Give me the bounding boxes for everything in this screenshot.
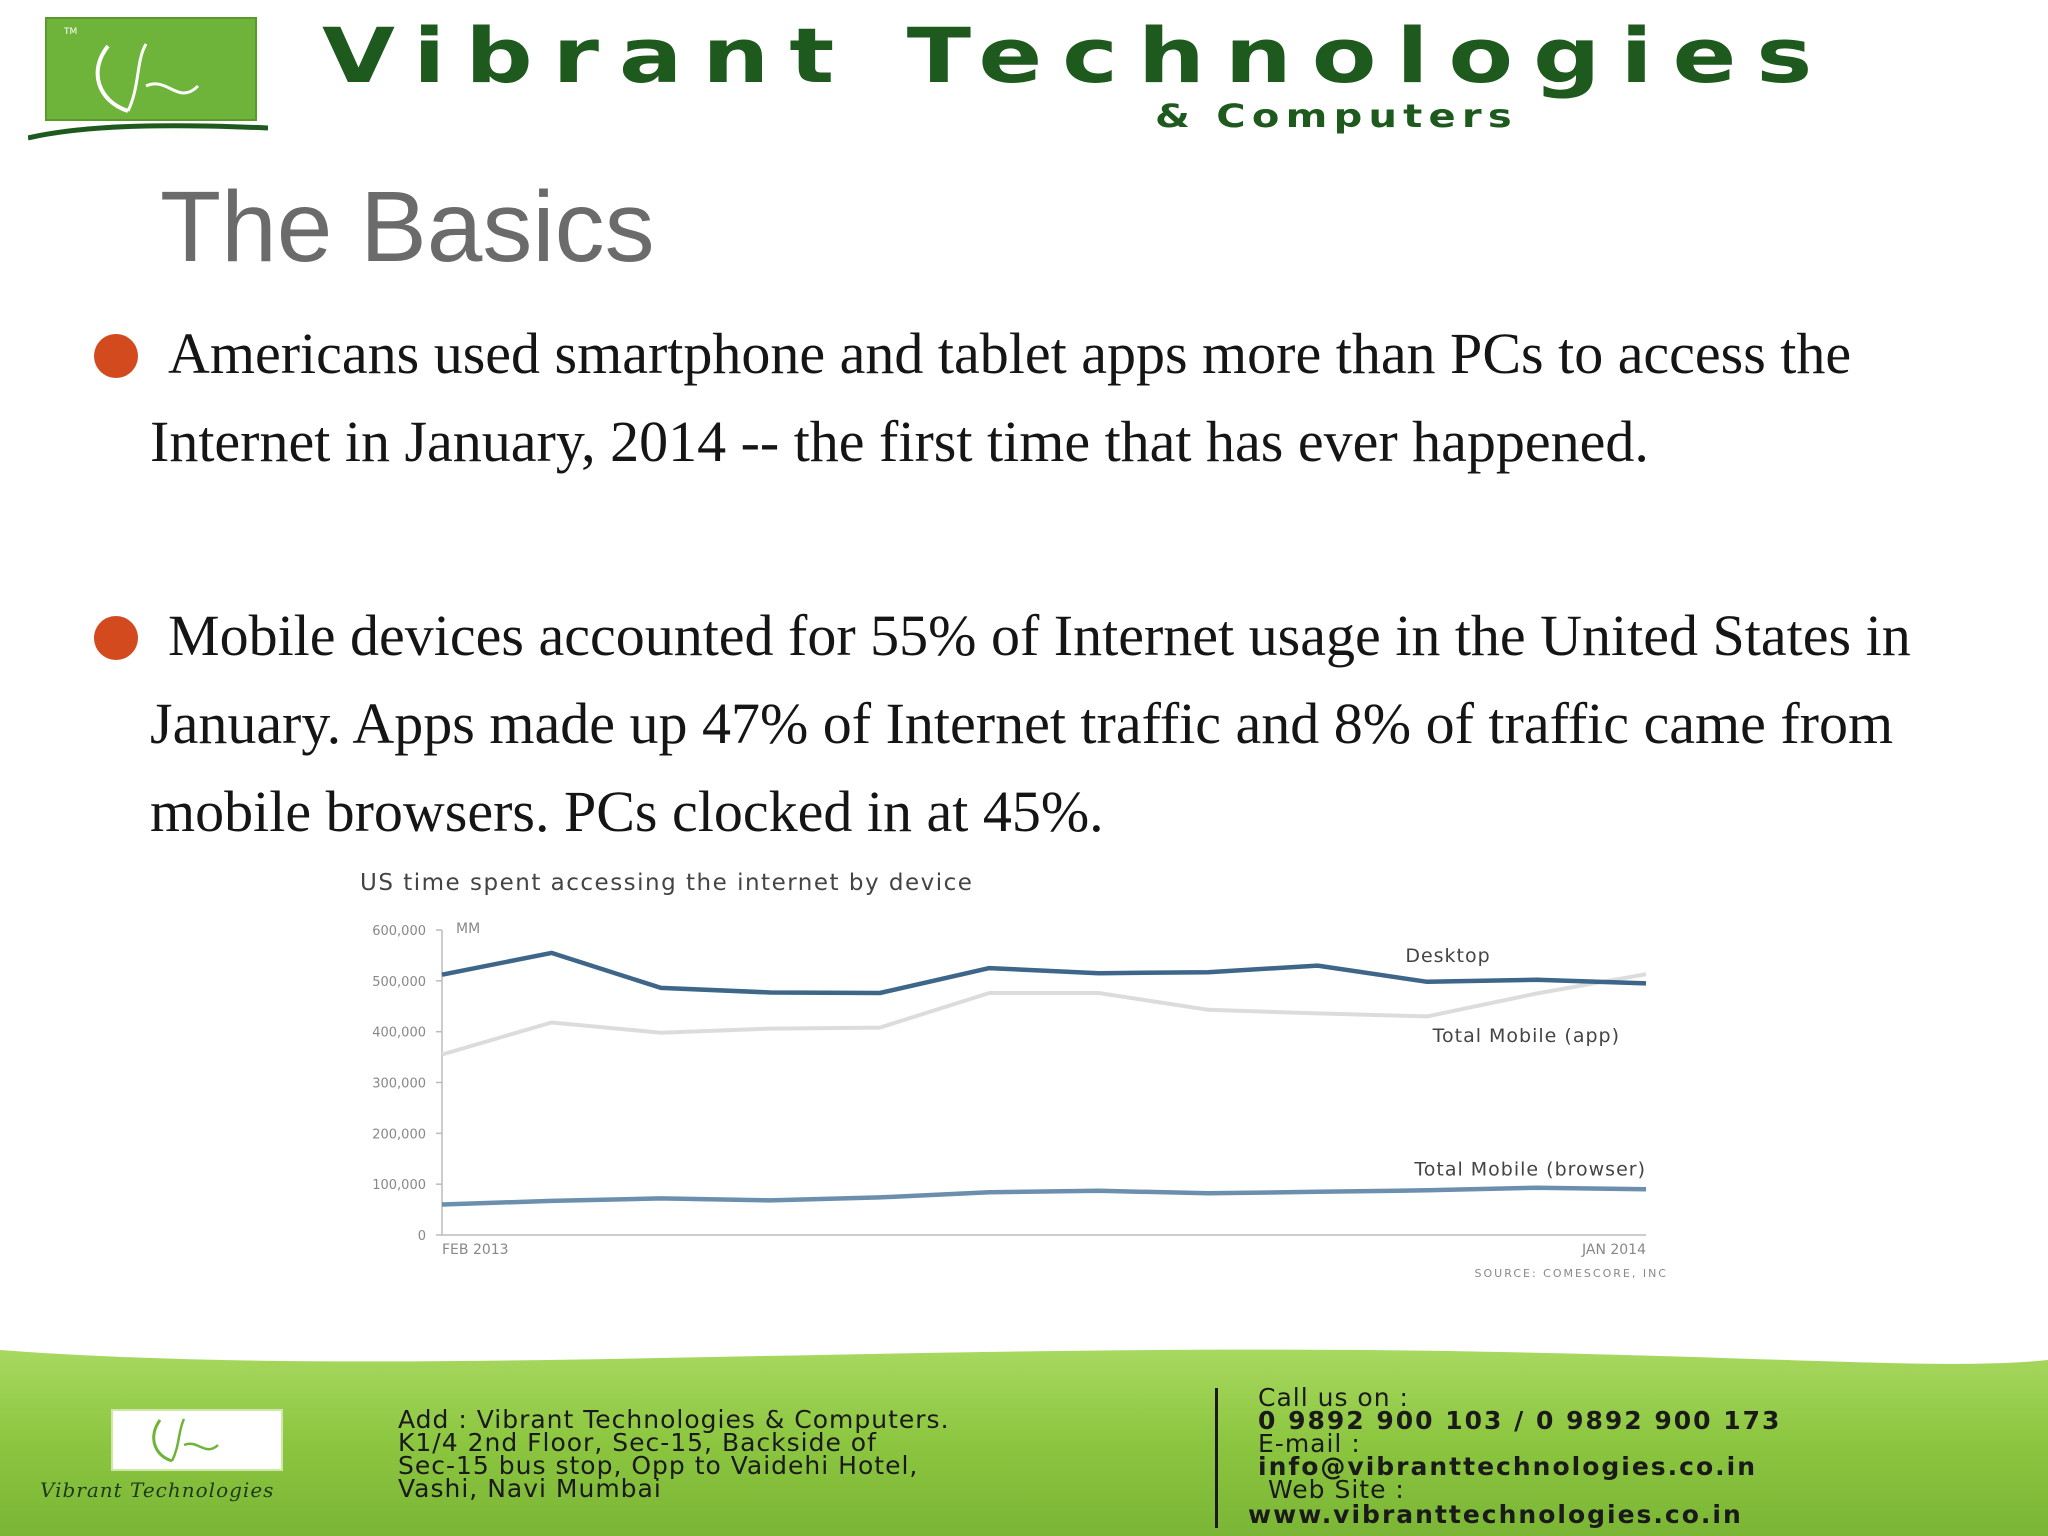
brand-subtitle: & Computers	[1155, 97, 1518, 135]
vibrant-logo-icon: TM	[28, 17, 268, 141]
y-tick-label: 200,000	[372, 1127, 426, 1142]
address-line: Vashi, Navi Mumbai	[398, 1474, 662, 1503]
bullet-text: Mobile devices accounted for 55% of Inte…	[150, 603, 1911, 844]
address-line: Sec-15 bus stop, Opp to Vaidehi Hotel,	[398, 1451, 919, 1480]
email-link[interactable]: info@vibranttechnologies.co.in	[1258, 1452, 1758, 1481]
line-chart: US time spent accessing the internet by …	[360, 870, 1668, 1280]
address-line: Add : Vibrant Technologies & Computers.	[398, 1405, 950, 1434]
footer-logo-text: Vibrant Technologies	[40, 1478, 275, 1502]
website-label: Web Site :	[1268, 1475, 1405, 1504]
y-tick-label: 500,000	[372, 975, 426, 990]
y-tick-label: 300,000	[372, 1077, 426, 1092]
footer-band	[0, 1349, 2048, 1536]
y-tick-label: 0	[418, 1229, 426, 1244]
chart-source: SOURCE: COMESCORE, INC	[1475, 1267, 1668, 1280]
y-tick-label: 400,000	[372, 1026, 426, 1041]
y-axis: 0 100,000 200,000 300,000 400,000 500,000 600,…	[372, 924, 1646, 1244]
call-label: Call us on :	[1258, 1383, 1409, 1412]
tm-mark: TM	[63, 27, 77, 37]
brand-title: Vibrant Technologies	[322, 11, 1833, 100]
bullet-dot-icon	[94, 334, 138, 378]
bullet-text: Americans used smartphone and tablet app…	[150, 321, 1852, 474]
series-label: Total Mobile (app)	[1432, 1025, 1620, 1047]
series-label: Desktop	[1405, 945, 1490, 967]
y-tick-label: 600,000	[372, 924, 426, 939]
website-link[interactable]: www.vibranttechnologies.co.in	[1248, 1500, 1743, 1529]
series-line-total-mobile-browser	[441, 1185, 1647, 1207]
series-label: Total Mobile (browser)	[1413, 1158, 1646, 1180]
x-end-label: JAN 2014	[1581, 1242, 1646, 1258]
series-labels: Desktop Total Mobile (app) Total Mobile (b…	[1405, 945, 1646, 1180]
phone-numbers: 0 9892 900 103 / 0 9892 900 173	[1258, 1406, 1782, 1435]
x-start-label: FEB 2013	[442, 1242, 509, 1258]
slide-title: The Basics	[160, 171, 655, 283]
chart-unit-label: MM	[456, 921, 480, 937]
series-line-total-mobile-app	[441, 972, 1647, 1057]
footer-divider	[1215, 1388, 1218, 1528]
bullet-dot-icon	[94, 616, 138, 660]
address-line: K1/4 2nd Floor, Sec-15, Backside of	[398, 1428, 877, 1457]
email-label: E-mail :	[1258, 1429, 1361, 1458]
vibrant-footer-logo-icon	[111, 1409, 283, 1471]
series-line-desktop	[441, 950, 1647, 996]
chart-title: US time spent accessing the internet by …	[360, 870, 973, 896]
y-tick-label: 100,000	[372, 1178, 426, 1193]
footer-address: Add : Vibrant Technologies & Computers. …	[398, 1405, 1198, 1503]
series-lines	[441, 950, 1647, 1207]
